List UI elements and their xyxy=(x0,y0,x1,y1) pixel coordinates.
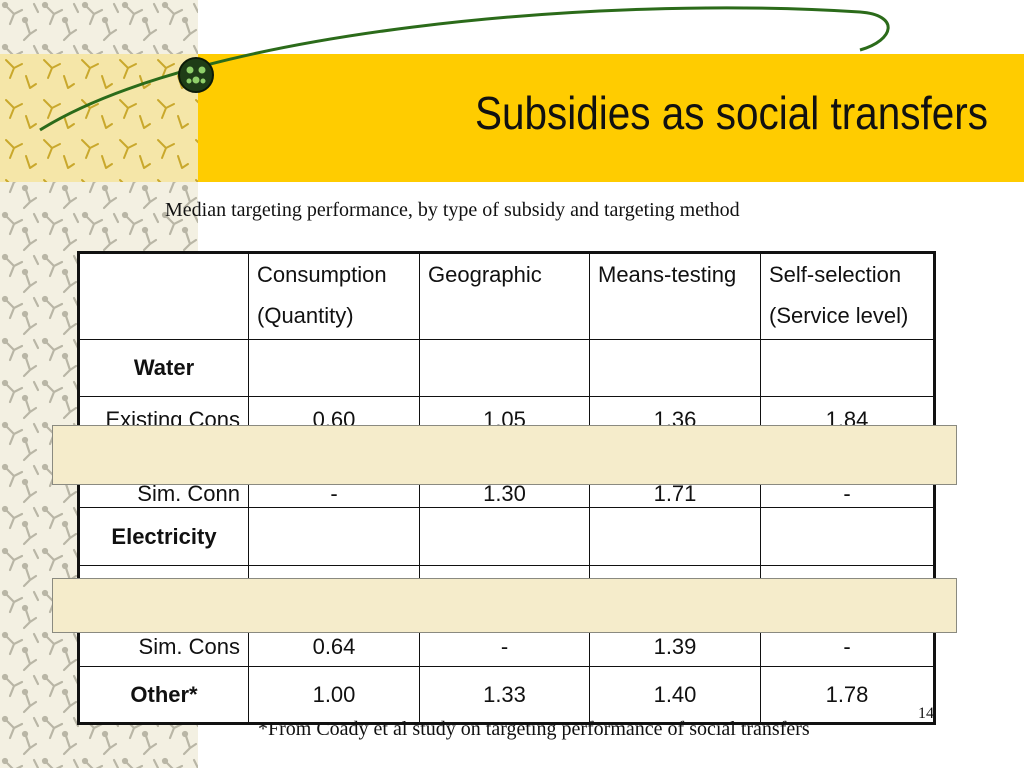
header-line: Means-testing xyxy=(598,262,737,287)
overlay-band-electricity xyxy=(52,578,957,633)
overlay-band-water xyxy=(52,425,957,485)
table-cell xyxy=(760,339,935,397)
table-cell xyxy=(419,339,590,397)
row-label-water: Water xyxy=(78,339,249,397)
footnote: *From Coady et al study on targeting per… xyxy=(258,718,810,740)
header-line: Consumption xyxy=(257,262,387,287)
header-self-selection: Self-selection (Service level) xyxy=(760,252,935,340)
table-cell: 1.78 xyxy=(760,666,935,724)
table-row: Other* 1.00 1.33 1.40 1.78 xyxy=(78,666,935,724)
header-line: (Quantity) xyxy=(257,303,354,328)
table-header-row: Consumption (Quantity) Geographic Means-… xyxy=(78,252,935,340)
table-row: Electricity xyxy=(78,507,935,566)
targeting-table: Consumption (Quantity) Geographic Means-… xyxy=(77,251,936,725)
page-number: 14 xyxy=(918,705,934,722)
title-bar-pattern xyxy=(0,54,198,182)
table-row: Water xyxy=(78,339,935,397)
table-cell xyxy=(419,507,590,566)
table-cell xyxy=(589,339,761,397)
header-geographic: Geographic xyxy=(419,252,590,340)
header-means-testing: Means-testing xyxy=(589,252,761,340)
table-cell xyxy=(760,507,935,566)
corner-cell xyxy=(78,252,249,340)
header-line: Self-selection xyxy=(769,262,902,287)
table-cell xyxy=(589,507,761,566)
row-label-electricity: Electricity xyxy=(78,507,249,566)
table-cell: 1.33 xyxy=(419,666,590,724)
header-line: Geographic xyxy=(428,262,542,287)
table-cell xyxy=(248,507,420,566)
row-label-other: Other* xyxy=(78,666,249,724)
table-cell: 1.40 xyxy=(589,666,761,724)
table-cell xyxy=(248,339,420,397)
table-caption: Median targeting performance, by type of… xyxy=(165,199,740,221)
header-line: (Service level) xyxy=(769,303,909,328)
table-cell: 1.00 xyxy=(248,666,420,724)
slide-title: Subsidies as social transfers xyxy=(475,87,988,139)
header-consumption: Consumption (Quantity) xyxy=(248,252,420,340)
